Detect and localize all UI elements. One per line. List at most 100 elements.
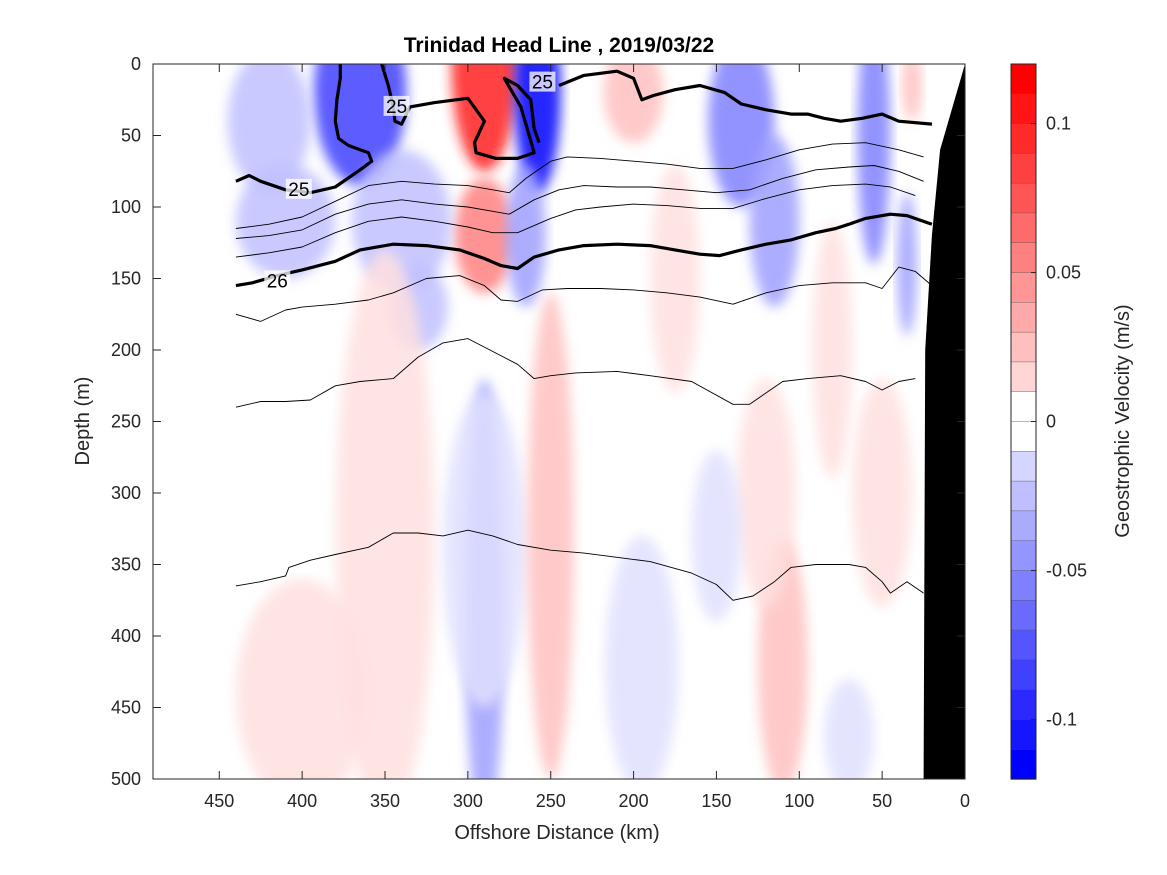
colorbar-swatch-8 xyxy=(1010,302,1037,333)
colorbar-swatch-6 xyxy=(1010,242,1037,274)
x-tick-label: 450 xyxy=(204,791,234,811)
y-axis: 0 50 100 150 200 250 300 350 400 450 500 xyxy=(111,54,965,789)
velocity-patch-1 xyxy=(454,178,515,293)
y-tick-label: 50 xyxy=(121,126,141,146)
x-tick-label: 400 xyxy=(287,791,317,811)
velocity-patch-27 xyxy=(824,678,874,779)
y-tick-label: 250 xyxy=(111,412,141,432)
velocity-patch-21 xyxy=(527,292,574,779)
y-tick-label: 0 xyxy=(131,54,141,74)
y-tick-label: 400 xyxy=(111,626,141,646)
velocity-patch-11 xyxy=(857,64,891,265)
colorbar-swatch-1 xyxy=(1010,93,1037,125)
colorbar-swatch-5 xyxy=(1010,212,1037,244)
x-tick-label: 0 xyxy=(960,791,970,811)
velocity-patch-26 xyxy=(852,378,912,608)
contour-labels: 25 25 25 26 xyxy=(264,71,556,292)
colorbar-tick-label: 0.1 xyxy=(1046,114,1071,134)
x-tick-label: 200 xyxy=(619,791,649,811)
colorbar-swatch-9 xyxy=(1010,331,1037,363)
velocity-patch-10 xyxy=(749,135,800,308)
bathymetry-mask xyxy=(923,64,965,779)
y-axis-label: Depth (m) xyxy=(72,377,94,466)
chart-title: Trinidad Head Line , 2019/03/22 xyxy=(404,34,714,57)
velocity-patch-0 xyxy=(451,64,518,172)
y-tick-label: 500 xyxy=(111,769,141,789)
velocity-patch-13 xyxy=(603,64,664,143)
colorbar-swatch-11 xyxy=(1010,391,1037,423)
colorbar-swatch-12 xyxy=(1010,421,1037,452)
contour-label-bg-1 xyxy=(383,95,410,116)
velocity-patch-23 xyxy=(736,378,796,608)
colorbar-swatch-18 xyxy=(1010,600,1037,631)
contour-label-bg-3 xyxy=(264,270,291,291)
x-tick-label: 150 xyxy=(701,791,731,811)
y-tick-label: 150 xyxy=(111,269,141,289)
velocity-patch-15 xyxy=(902,64,922,122)
colorbar-swatch-14 xyxy=(1010,480,1037,512)
x-tick-label: 100 xyxy=(784,791,814,811)
x-tick-label: 300 xyxy=(453,791,483,811)
colorbar-swatch-22 xyxy=(1010,719,1037,750)
colorbar-tick-label: 0.05 xyxy=(1046,263,1081,283)
contour-label-0: 25 xyxy=(288,180,309,201)
colorbar-tick-label: 0 xyxy=(1046,412,1056,432)
velocity-patch-18 xyxy=(235,578,369,779)
y-tick-label: 100 xyxy=(111,197,141,217)
colorbar-swatch-19 xyxy=(1010,629,1037,661)
colorbar-swatch-0 xyxy=(1010,63,1037,95)
x-tick-label: 350 xyxy=(370,791,400,811)
colorbar-swatch-10 xyxy=(1010,361,1037,393)
velocity-patch-12 xyxy=(897,192,917,336)
colorbar-swatch-21 xyxy=(1010,689,1037,721)
colorbar-swatch-4 xyxy=(1010,182,1037,214)
contour-label-2: 25 xyxy=(532,73,553,94)
colorbar-swatch-7 xyxy=(1010,272,1037,304)
colorbar-swatch-20 xyxy=(1010,659,1037,691)
colorbar: 0.1 0.05 0 -0.05 -0.1 xyxy=(1010,63,1087,780)
velocity-patch-14 xyxy=(650,164,700,393)
x-tick-label: 50 xyxy=(872,791,892,811)
density-contours xyxy=(235,64,933,601)
x-axis: 450 400 350 300 250 200 150 100 50 0 xyxy=(204,64,970,811)
colorbar-swatch-3 xyxy=(1010,153,1037,184)
velocity-patch-25 xyxy=(691,450,742,622)
density-contour-7 xyxy=(235,266,933,322)
density-contour-0 xyxy=(235,64,374,195)
y-tick-label: 350 xyxy=(111,555,141,575)
colorbar-swatch-15 xyxy=(1010,510,1037,542)
contour-label-bg-2 xyxy=(529,71,556,92)
colorbar-swatch-16 xyxy=(1010,540,1037,572)
velocity-patch-7 xyxy=(227,64,311,193)
density-contour-4 xyxy=(235,142,924,229)
colorbar-swatch-2 xyxy=(1010,123,1037,155)
y-tick-label: 300 xyxy=(111,483,141,503)
colorbar-swatch-17 xyxy=(1010,570,1037,601)
velocity-patch-16 xyxy=(812,221,853,479)
y-tick-label: 200 xyxy=(111,340,141,360)
contour-label-3: 26 xyxy=(267,271,288,292)
contour-label-bg-0 xyxy=(285,178,312,199)
colorbar-label: Geostrophic Velocity (m/s) xyxy=(1112,304,1134,537)
y-tick-label: 450 xyxy=(111,698,141,718)
colorbar-swatch-13 xyxy=(1010,451,1037,482)
density-contour-6 xyxy=(235,183,916,258)
velocity-patch-2 xyxy=(514,64,561,193)
density-contour-9 xyxy=(235,529,924,601)
bathymetry-layer xyxy=(923,64,965,779)
x-axis-label: Offshore Distance (km) xyxy=(454,822,659,844)
colorbar-tick-label: -0.1 xyxy=(1046,709,1077,729)
velocity-patch-20 xyxy=(443,392,526,708)
contour-label-1: 25 xyxy=(386,97,407,118)
velocity-patch-3 xyxy=(505,164,546,308)
velocity-patch-24 xyxy=(605,535,679,779)
density-contour-8 xyxy=(235,338,916,408)
density-contour-3 xyxy=(235,212,933,288)
density-contour-2 xyxy=(558,69,933,126)
density-contour-5 xyxy=(235,165,924,239)
x-tick-label: 250 xyxy=(536,791,566,811)
colorbar-swatch-23 xyxy=(1010,749,1037,780)
colorbar-tick-label: -0.05 xyxy=(1046,560,1087,580)
density-contour-1 xyxy=(380,64,541,160)
